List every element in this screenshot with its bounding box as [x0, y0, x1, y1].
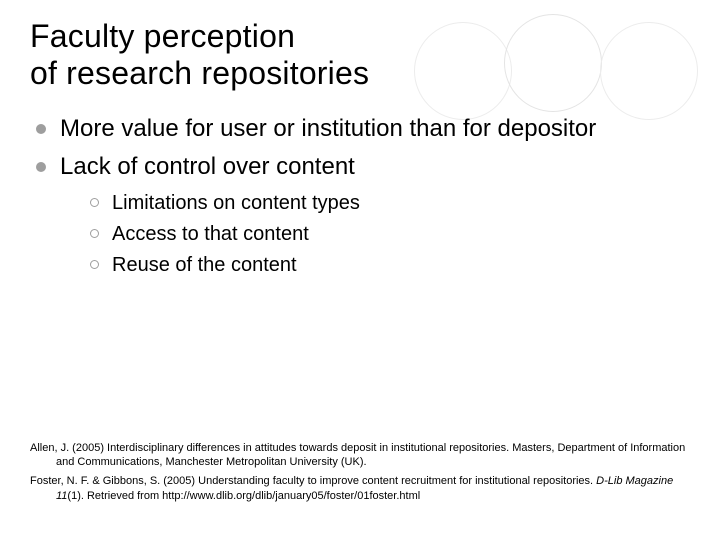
slide: Faculty perception of research repositor… [0, 0, 720, 540]
reference-text: Foster, N. F. & Gibbons, S. (2005) Under… [30, 475, 596, 487]
title-line-1: Faculty perception [30, 18, 295, 54]
sub-bullet-text: Limitations on content types [112, 192, 360, 214]
reference-text: Allen, J. (2005) Interdisciplinary diffe… [30, 442, 685, 469]
reference-item: Foster, N. F. & Gibbons, S. (2005) Under… [30, 474, 690, 504]
reference-item: Allen, J. (2005) Interdisciplinary diffe… [30, 441, 690, 471]
list-item: Access to that content [88, 221, 690, 248]
sub-bullet-list: Limitations on content types Access to t… [60, 190, 690, 279]
list-item: Limitations on content types [88, 190, 690, 217]
bullet-list: More value for user or institution than … [30, 114, 690, 279]
list-item: More value for user or institution than … [32, 114, 690, 144]
list-item: Reuse of the content [88, 252, 690, 279]
reference-text: (1). Retrieved from http://www.dlib.org/… [67, 490, 420, 502]
list-item: Lack of control over content Limitations… [32, 152, 690, 279]
bullet-text: Lack of control over content [60, 153, 355, 180]
sub-bullet-text: Access to that content [112, 223, 309, 245]
title-line-2: of research repositories [30, 55, 369, 91]
references: Allen, J. (2005) Interdisciplinary diffe… [30, 441, 690, 508]
slide-title: Faculty perception of research repositor… [30, 18, 690, 92]
bullet-text: More value for user or institution than … [60, 115, 596, 142]
sub-bullet-text: Reuse of the content [112, 254, 297, 276]
